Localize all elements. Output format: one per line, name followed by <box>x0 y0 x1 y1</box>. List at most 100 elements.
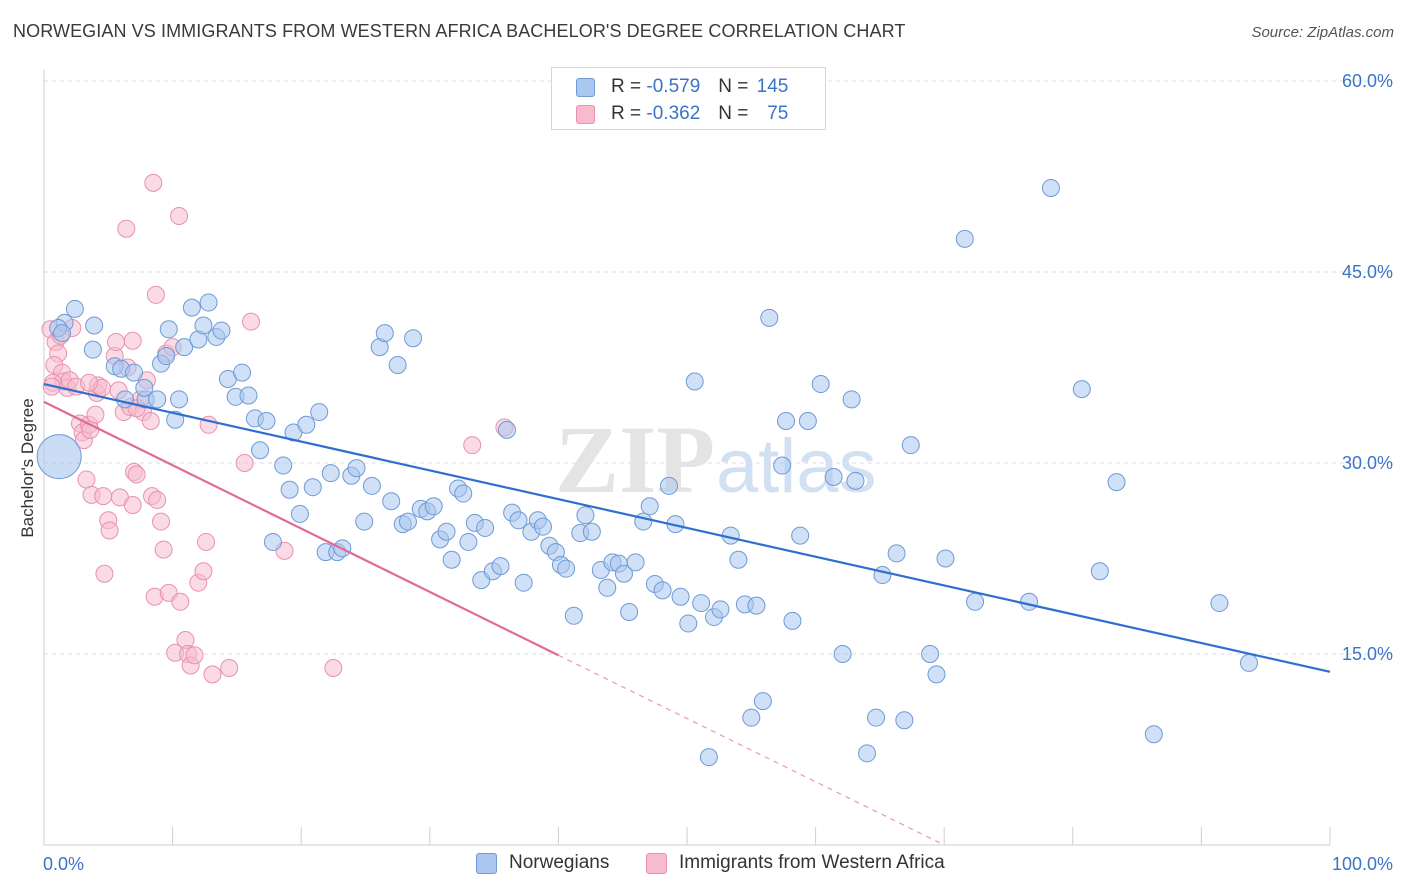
data-point-norwegians <box>251 441 270 460</box>
data-point-norwegians <box>653 581 672 600</box>
data-point-norwegians <box>729 550 748 569</box>
data-point-norwegians <box>83 340 102 359</box>
data-point-immigrants <box>148 490 167 509</box>
data-point-norwegians <box>437 522 456 541</box>
data-point-norwegians <box>382 492 401 511</box>
legend-swatch-immigrants <box>646 852 667 874</box>
data-point-norwegians <box>404 329 423 348</box>
data-point-norwegians <box>148 390 167 409</box>
data-point-norwegians <box>811 375 830 394</box>
data-point-immigrants <box>463 436 482 455</box>
data-point-norwegians <box>955 229 974 248</box>
data-point-norwegians <box>65 299 84 318</box>
legend-n-label: N = <box>718 76 749 97</box>
data-point-immigrants <box>194 562 213 581</box>
x-tick-label: 100.0% <box>1332 854 1393 874</box>
data-point-immigrants <box>171 592 190 611</box>
legend-n-value: 75 <box>767 103 789 124</box>
data-point-immigrants <box>185 646 204 665</box>
data-point-norwegians <box>310 403 329 422</box>
data-point-immigrants <box>220 659 239 678</box>
legend-r-label: R = <box>611 76 642 97</box>
data-point-immigrants <box>141 411 160 430</box>
data-point-immigrants <box>152 512 171 531</box>
data-point-norwegians <box>1041 178 1060 197</box>
data-point-norwegians <box>199 293 218 312</box>
data-point-immigrants <box>107 333 126 352</box>
data-point-norwegians <box>274 456 293 475</box>
data-point-norwegians <box>135 378 154 397</box>
trend-line-immigrants-extrapolated <box>558 654 945 846</box>
watermark-atlas: atlas <box>716 424 877 509</box>
data-point-immigrants <box>154 540 173 559</box>
data-point-norwegians <box>355 512 374 531</box>
legend-n-label: N = <box>718 103 749 124</box>
trend-line-immigrants <box>43 400 559 657</box>
y-tick-label: 30.0% <box>1342 453 1393 473</box>
data-point-norwegians <box>753 692 772 711</box>
data-point-immigrants <box>127 465 146 484</box>
data-point-immigrants <box>242 312 261 331</box>
data-point-norwegians <box>454 484 473 503</box>
axis-labels: 15.0% 30.0% 45.0% 60.0% 0.0% 100.0% <box>43 71 1393 874</box>
data-point-norwegians <box>509 511 528 530</box>
data-point-norwegians <box>514 573 533 592</box>
data-point-norwegians <box>858 744 877 763</box>
data-point-norwegians <box>966 592 985 611</box>
data-point-norwegians <box>116 390 135 409</box>
legend-label-immigrants: Immigrants from Western Africa <box>679 852 945 873</box>
data-point-norwegians <box>846 471 865 490</box>
data-point-norwegians <box>901 436 920 455</box>
data-point-norwegians <box>842 390 861 409</box>
data-point-norwegians <box>263 532 282 551</box>
legend-swatch-pink <box>576 104 595 124</box>
data-point-norwegians <box>773 456 792 475</box>
data-point-norwegians <box>239 386 258 405</box>
data-point-norwegians <box>1090 562 1109 581</box>
data-point-norwegians <box>375 324 394 343</box>
gridlines <box>44 80 1392 655</box>
data-point-norwegians <box>533 517 552 536</box>
data-point-immigrants <box>235 454 254 472</box>
y-tick-label: 15.0% <box>1342 644 1393 664</box>
data-point-norwegians <box>459 532 478 551</box>
legend-r-value: -0.362 <box>646 103 701 124</box>
data-point-norwegians <box>1020 592 1039 611</box>
series-norwegians-points <box>36 178 1258 767</box>
data-point-norwegians <box>257 411 276 430</box>
data-point-norwegians <box>626 553 645 572</box>
legend-n-value: 145 <box>756 76 789 97</box>
data-point-norwegians <box>159 320 178 339</box>
data-point-norwegians <box>742 708 761 727</box>
data-point-norwegians <box>659 476 678 495</box>
data-point-immigrants <box>123 496 142 515</box>
data-point-norwegians <box>157 347 176 366</box>
data-point-norwegians <box>1144 725 1163 744</box>
data-point-norwegians <box>634 512 653 531</box>
y-axis-label: Bachelor's Degree <box>18 398 37 537</box>
watermark-zip: ZIP <box>555 406 715 513</box>
data-point-norwegians <box>125 363 144 382</box>
y-tick-label: 45.0% <box>1342 262 1393 282</box>
trend-line-norwegians <box>43 382 1331 673</box>
data-point-norwegians <box>791 526 810 545</box>
data-point-norwegians <box>297 415 316 434</box>
data-point-norwegians <box>671 587 690 606</box>
correlation-legend: R = -0.579 N = 145 R = -0.362 N = 75 <box>551 67 826 130</box>
data-point-norwegians <box>347 459 366 478</box>
data-point-norwegians <box>321 464 340 483</box>
data-point-norwegians <box>824 468 843 487</box>
data-point-norwegians <box>398 512 417 531</box>
data-point-norwegians <box>620 602 639 621</box>
data-point-norwegians <box>679 614 698 633</box>
data-point-immigrants <box>117 219 136 238</box>
data-point-norwegians <box>491 557 510 576</box>
data-point-norwegians <box>476 518 495 537</box>
x-tick-label: 0.0% <box>43 854 84 874</box>
data-point-immigrants <box>146 285 165 304</box>
data-point-immigrants <box>80 373 99 392</box>
data-point-norwegians <box>783 611 802 630</box>
data-point-norwegians <box>711 600 730 619</box>
data-point-norwegians <box>798 411 817 430</box>
data-point-norwegians <box>497 420 516 439</box>
